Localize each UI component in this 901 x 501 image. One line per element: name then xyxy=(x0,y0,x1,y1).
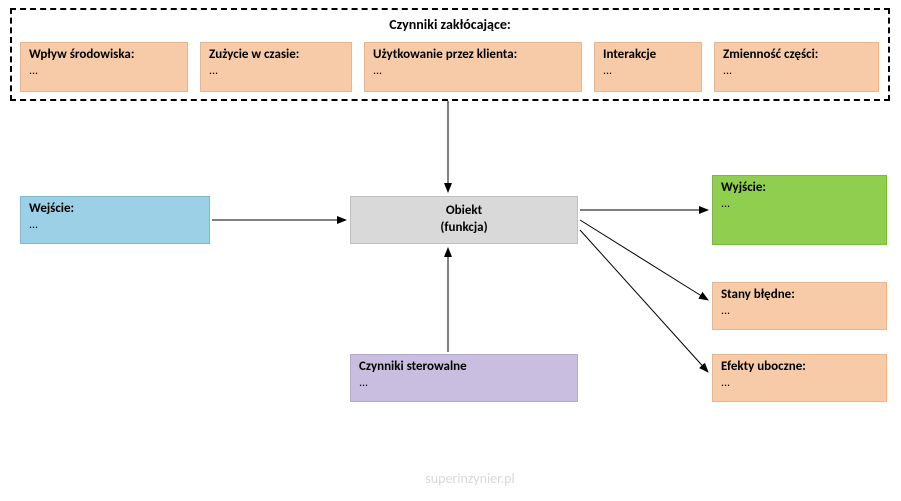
watermark: superinzynier.pl xyxy=(370,470,570,487)
disturbance-box-interactions: Interakcje ... xyxy=(594,42,702,92)
arrow xyxy=(580,220,708,300)
box-title: Zużycie w czasie: xyxy=(209,47,343,64)
disturbance-box-environment: Wpływ środowiska: ... xyxy=(20,42,188,92)
disturbance-box-wear: Zużycie w czasie: ... xyxy=(200,42,352,92)
object-box: Obiekt (funkcja) xyxy=(350,196,578,244)
output-box: Wyjście: ... xyxy=(712,175,887,245)
box-content: ... xyxy=(209,64,343,80)
box-content: ... xyxy=(603,64,693,80)
box-content: ... xyxy=(721,197,878,213)
box-title: Interakcje xyxy=(603,47,693,64)
disturbance-title: Czynniki zakłócające: xyxy=(12,10,888,37)
box-content: ... xyxy=(359,376,569,392)
box-content: ... xyxy=(723,64,870,80)
box-content: ... xyxy=(721,304,878,320)
box-title: Efekty uboczne: xyxy=(721,359,878,376)
box-content: ... xyxy=(29,64,179,80)
side-effects-box: Efekty uboczne: ... xyxy=(712,354,887,402)
box-title: Zmienność części: xyxy=(723,47,870,64)
box-content: ... xyxy=(373,64,573,80)
box-title: Wejście: xyxy=(29,201,201,218)
box-content: ... xyxy=(721,376,878,392)
box-title: Wyjście: xyxy=(721,180,878,197)
object-line2: (funkcja) xyxy=(440,220,487,237)
box-content: ... xyxy=(29,218,201,234)
object-line1: Obiekt xyxy=(446,203,482,220)
error-states-box: Stany błędne: ... xyxy=(712,282,887,330)
disturbance-box-customer-use: Użytkowanie przez klienta: ... xyxy=(364,42,582,92)
control-factors-box: Czynniki sterowalne ... xyxy=(350,354,578,402)
box-title: Wpływ środowiska: xyxy=(29,47,179,64)
box-title: Stany błędne: xyxy=(721,287,878,304)
arrow xyxy=(580,230,708,372)
box-title: Użytkowanie przez klienta: xyxy=(373,47,573,64)
disturbance-box-part-variance: Zmienność części: ... xyxy=(714,42,879,92)
input-box: Wejście: ... xyxy=(20,196,210,244)
box-title: Czynniki sterowalne xyxy=(359,359,569,376)
